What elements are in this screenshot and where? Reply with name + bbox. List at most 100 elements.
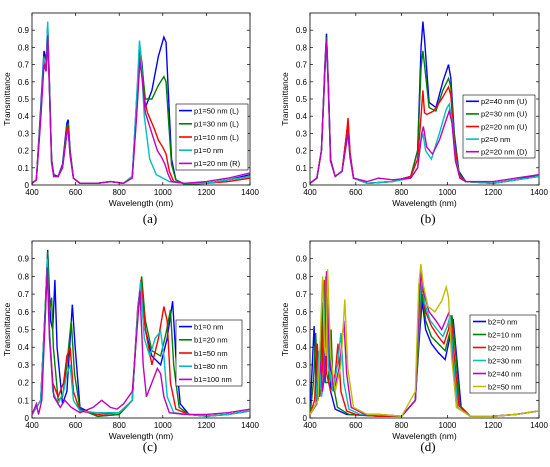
y-tick-label: 0.7 [296,290,308,299]
x-tick-label: 800 [113,421,127,430]
y-tick-label: 0.4 [18,343,30,352]
y-tick-label: 0.7 [296,61,308,70]
y-tick-label: 0.2 [18,379,30,388]
legend-entry-label: p2=40 nm (U) [481,97,528,106]
x-tick-label: 600 [69,188,83,197]
legend-entry-label: b1=80 nm [194,362,228,371]
y-tick-label: 0.8 [296,43,308,52]
legend: b2=0 nm b2=10 nm b2=20 nm b2=30 nm b2=40 nm b… [469,314,537,394]
chart-panel-2: 400 600 800 1000 1200 1400 0 0.1 0.2 0.3 0.4 0.5 0.6… [2,240,259,441]
legend: p1=50 nm (L) p1=30 nm (L) p1=10 nm (L) p1=0… [175,103,249,171]
series-line-4 [32,267,250,416]
y-tick-label: 0.8 [296,272,308,281]
legend: b1=0 nm b1=20 nm b1=50 nm b1=80 nm b1=100 nm [175,319,243,387]
y-tick-label: 0.1 [18,164,30,173]
chart-panel-3: 400 600 800 1000 1200 1400 0 0.1 0.2 0.3 0.4 0.5 0.6… [280,240,548,441]
legend-entry-label: b2=40 nm [488,369,522,378]
y-tick-label: 0 [303,414,308,423]
legend-entry-label: p2=20 nm (D) [481,148,528,157]
y-tick-label: 0.9 [18,255,30,264]
x-tick-label: 800 [395,188,409,197]
x-tick-label: 1200 [484,188,502,197]
y-tick-label: 0 [25,414,30,423]
legend-entry-label: b2=10 nm [488,330,522,339]
x-tick-label: 1400 [241,421,259,430]
y-tick-label: 0.6 [296,78,308,87]
x-tick-label: 1400 [530,421,548,430]
y-axis-label: Transmittance [2,72,12,126]
y-tick-label: 0.1 [18,396,30,405]
legend-entry-label: p1=50 nm (L) [194,106,239,115]
x-tick-label: 800 [395,421,409,430]
y-tick-label: 0.9 [296,255,308,264]
legend-entry-label: b2=30 nm [488,356,522,365]
x-tick-label: 1000 [154,421,172,430]
series-line-4 [310,40,539,184]
legend-entry-label: p2=20 nm (U) [481,122,528,131]
y-tick-label: 0.3 [18,361,30,370]
x-tick-label: 400 [303,188,317,197]
y-tick-label: 0.7 [18,290,30,299]
y-axis-label: Transmittance [280,72,290,126]
y-axis-label: Transmittance [280,302,290,356]
x-tick-label: 1400 [241,188,259,197]
y-tick-label: 0.3 [296,361,308,370]
y-tick-label: 0.9 [18,26,30,35]
series-line-4 [32,35,250,185]
x-tick-label: 600 [349,188,363,197]
panel-label-c: (c) [142,439,158,454]
x-tick-label: 400 [25,421,39,430]
y-tick-label: 0.8 [18,272,30,281]
legend-entry-label: p1=30 nm (L) [194,120,239,129]
x-tick-label: 600 [69,421,83,430]
legend-entry-label: p2=0 nm [481,135,510,144]
legend-entry-label: b2=0 nm [488,317,517,326]
y-tick-label: 0.4 [296,343,308,352]
x-tick-label: 400 [25,188,39,197]
x-tick-label: 800 [113,188,127,197]
y-tick-label: 0.6 [296,308,308,317]
y-tick-label: 0.2 [296,147,308,156]
x-axis-label: Wavelength (nm) [109,431,174,441]
legend-entry-label: b2=20 nm [488,343,522,352]
y-axis-label: Transmittance [2,302,12,356]
legend-entry-label: p2=30 nm (U) [481,110,528,119]
series-line-1 [32,251,250,417]
y-tick-label: 0.4 [18,112,30,121]
y-tick-label: 0.6 [18,308,30,317]
chart-panel-0: 400 600 800 1000 1200 1400 0 0.1 0.2 0.3 0.4 0.5 0.6… [2,12,259,208]
x-tick-label: 600 [349,421,363,430]
series-line-5 [310,263,539,417]
legend-entry-label: b1=100 nm [194,375,232,384]
y-tick-label: 0.5 [296,95,308,104]
x-tick-label: 1200 [198,421,216,430]
y-tick-label: 0.1 [296,164,308,173]
legend-entry-label: b1=50 nm [194,349,228,358]
legend-entry-label: p1=20 nm (R) [194,159,241,168]
legend-entry-label: b1=20 nm [194,336,228,345]
legend-entry-label: b2=50 nm [488,382,522,391]
x-axis-label: Wavelength (nm) [109,198,174,208]
y-tick-label: 0.3 [18,129,30,138]
x-tick-label: 1000 [439,188,457,197]
panel-label-b: (b) [420,211,436,226]
legend-entry-label: p1=10 nm (L) [194,133,239,142]
y-tick-label: 0.2 [296,379,308,388]
x-tick-label: 1000 [154,188,172,197]
x-tick-label: 1200 [198,188,216,197]
x-tick-label: 1400 [530,188,548,197]
x-tick-label: 1000 [439,421,457,430]
x-tick-label: 400 [303,421,317,430]
y-tick-label: 0.2 [18,147,30,156]
y-tick-label: 0 [303,181,308,190]
y-tick-label: 0.9 [296,26,308,35]
y-tick-label: 0.5 [18,95,30,104]
x-axis-label: Wavelength (nm) [392,431,457,441]
panel-label-d: (d) [420,439,436,454]
y-tick-label: 0.8 [18,43,30,52]
legend-box [469,314,537,394]
y-tick-label: 0.5 [296,326,308,335]
y-tick-label: 0.3 [296,129,308,138]
chart-panel-1: 400 600 800 1000 1200 1400 0 0.1 0.2 0.3 0.4 0.5 0.6… [280,12,548,208]
